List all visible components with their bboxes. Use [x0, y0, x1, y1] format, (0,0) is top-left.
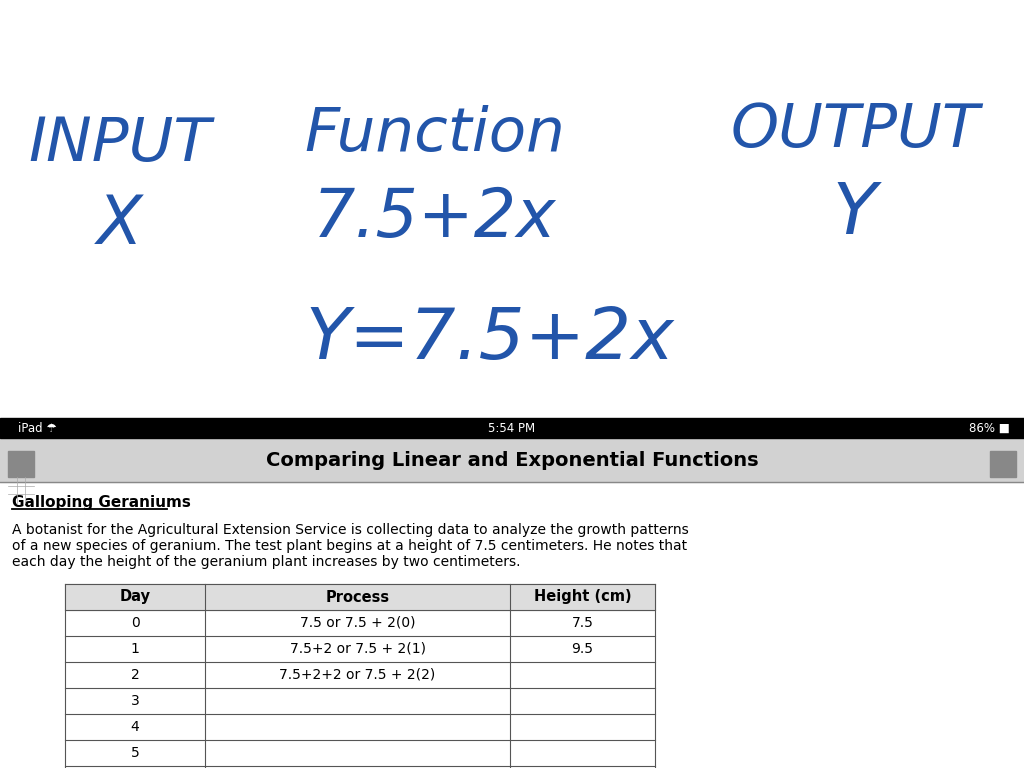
Text: Function: Function: [304, 105, 565, 164]
Text: iPad ☂: iPad ☂: [18, 422, 57, 435]
Text: Y: Y: [833, 180, 878, 250]
Text: 7.5+2 or 7.5 + 2(1): 7.5+2 or 7.5 + 2(1): [290, 642, 426, 656]
Text: OUTPUT: OUTPUT: [730, 101, 980, 160]
Text: Comparing Linear and Exponential Functions: Comparing Linear and Exponential Functio…: [265, 451, 759, 469]
Text: 9.5: 9.5: [571, 642, 594, 656]
Text: Height (cm): Height (cm): [534, 590, 632, 604]
Text: 7.5 or 7.5 + 2(0): 7.5 or 7.5 + 2(0): [300, 616, 416, 630]
Text: 0: 0: [131, 616, 139, 630]
Bar: [65, 584, 655, 610]
Bar: [990, 451, 1016, 477]
Bar: [0, 438, 1024, 482]
Bar: [8, 451, 34, 477]
Text: 86% ■: 86% ■: [969, 422, 1010, 435]
Text: Y=7.5+2x: Y=7.5+2x: [305, 306, 675, 375]
Text: 7.5+2x: 7.5+2x: [313, 185, 557, 251]
Text: 5:54 PM: 5:54 PM: [488, 422, 536, 435]
Text: 2: 2: [131, 668, 139, 682]
Text: Galloping Geraniums: Galloping Geraniums: [12, 495, 190, 509]
Text: each day the height of the geranium plant increases by two centimeters.: each day the height of the geranium plan…: [12, 555, 520, 569]
Text: 4: 4: [131, 720, 139, 734]
Text: INPUT: INPUT: [29, 115, 211, 174]
Bar: [0, 418, 1024, 438]
Text: A botanist for the Agricultural Extension Service is collecting data to analyze : A botanist for the Agricultural Extensio…: [12, 523, 689, 537]
Text: X: X: [97, 192, 142, 258]
Text: 3: 3: [131, 694, 139, 708]
Text: 7.5: 7.5: [571, 616, 594, 630]
Text: Day: Day: [120, 590, 151, 604]
Text: 5: 5: [131, 746, 139, 760]
Text: of a new species of geranium. The test plant begins at a height of 7.5 centimete: of a new species of geranium. The test p…: [12, 539, 687, 553]
Text: 7.5+2+2 or 7.5 + 2(2): 7.5+2+2 or 7.5 + 2(2): [280, 668, 435, 682]
Text: Process: Process: [326, 590, 389, 604]
Text: 1: 1: [131, 642, 139, 656]
